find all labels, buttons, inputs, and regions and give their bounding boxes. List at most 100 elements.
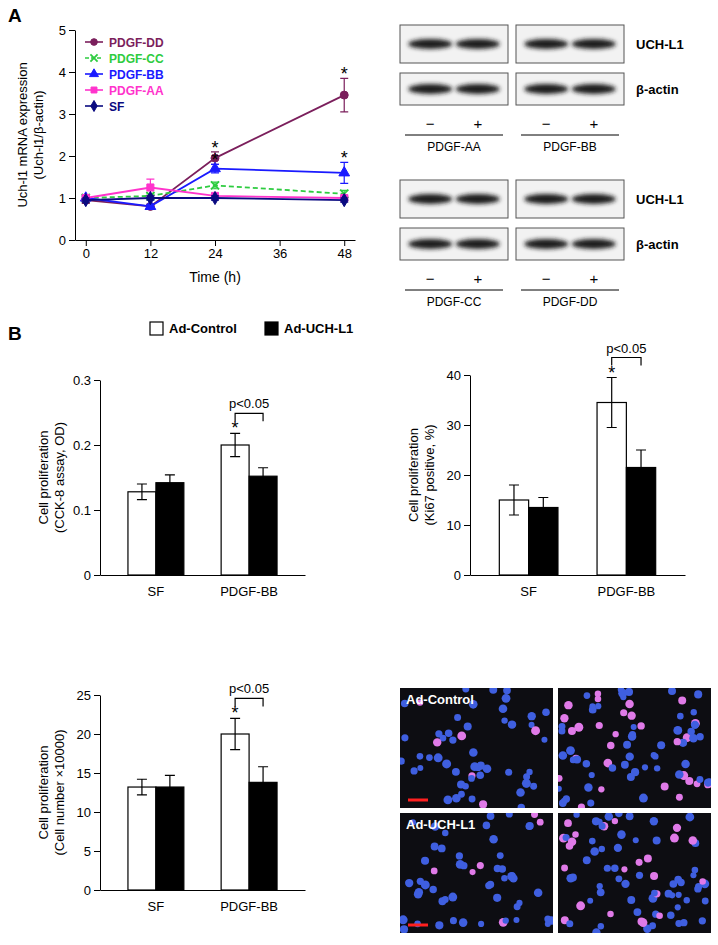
- nucleus: [456, 860, 465, 869]
- blot-band: [456, 84, 500, 94]
- error-bar: [538, 498, 548, 518]
- x-axis: 012243648: [76, 240, 356, 261]
- blot-frame: [400, 180, 508, 218]
- nucleus: [627, 896, 635, 904]
- row-label: β-actin: [636, 237, 679, 252]
- nucleus: [499, 704, 508, 713]
- nucleus: [589, 838, 596, 845]
- nucleus: [526, 769, 532, 775]
- blot-frame: [516, 180, 624, 218]
- nucleus: [489, 688, 497, 694]
- nucleus: [438, 897, 446, 905]
- x-axis: SFPDGF-BB: [471, 576, 686, 600]
- nucleus: [433, 738, 441, 746]
- nucleus: [627, 773, 635, 781]
- legend-entry: PDGF-AA: [85, 84, 164, 98]
- tick-mark: [464, 425, 470, 426]
- group-underline: [405, 135, 503, 136]
- error-bar: [258, 767, 268, 798]
- nucleus: [478, 921, 484, 927]
- nucleus: [685, 777, 693, 785]
- blot-frame: [516, 228, 624, 260]
- plot-area: [499, 378, 655, 576]
- nucleus: [587, 898, 593, 904]
- blot-frame: [400, 73, 508, 105]
- micrograph: [400, 688, 553, 808]
- tick: PDGF-BB: [220, 584, 278, 599]
- tick-label: 24: [208, 246, 222, 261]
- legend-entry: PDGF-BB: [85, 68, 164, 82]
- tick: 20: [447, 468, 470, 483]
- blot-band: [524, 194, 568, 204]
- tick-label: SF: [148, 899, 165, 914]
- nucleus: [514, 903, 521, 910]
- nucleus: [625, 688, 633, 696]
- nucleus: [526, 822, 534, 830]
- lane-label: −: [426, 115, 435, 132]
- tick-mark: [94, 773, 100, 774]
- series-line: [86, 95, 344, 206]
- scale-bar: [408, 924, 428, 927]
- nucleus: [668, 688, 676, 695]
- tick-label: 0.2: [73, 438, 91, 453]
- blot-band: [408, 239, 452, 249]
- tick-mark: [94, 812, 100, 813]
- nucleus: [507, 872, 516, 881]
- nucleus: [670, 834, 679, 843]
- nucleus: [470, 762, 479, 771]
- x-axis: SFPDGF-BB: [101, 576, 306, 600]
- nucleus: [694, 690, 702, 698]
- nucleus: [609, 764, 616, 771]
- nucleus: [426, 754, 433, 761]
- nucleus: [516, 788, 525, 797]
- plot-area: [128, 718, 277, 890]
- tick-label: 10: [77, 805, 91, 820]
- axis-line: [100, 696, 101, 891]
- nucleus: [487, 881, 494, 888]
- nucleus: [564, 819, 572, 827]
- nucleus: [572, 831, 579, 838]
- tick: 4: [59, 65, 75, 80]
- nucleus: [518, 804, 525, 808]
- nucleus: [449, 736, 456, 743]
- nucleus: [595, 696, 602, 703]
- nucleus: [620, 709, 627, 716]
- tick-mark: [69, 198, 75, 199]
- nucleus: [530, 783, 537, 790]
- axis-line: [75, 31, 76, 241]
- blot-frame: [516, 25, 624, 63]
- nucleus: [503, 688, 511, 694]
- nucleus: [559, 723, 566, 730]
- marker: [340, 91, 348, 99]
- nucleus: [607, 742, 614, 749]
- nucleus: [626, 813, 634, 820]
- nucleus: [568, 838, 577, 847]
- nucleus: [497, 852, 504, 859]
- legend-swatch: [265, 322, 278, 335]
- figure: AB012345012243648Time (h)Uch-l1 mRNA exp…: [0, 0, 718, 945]
- tick-label: 30: [447, 418, 461, 433]
- micrograph: [558, 688, 711, 808]
- nucleus: [583, 856, 591, 864]
- nucleus: [566, 874, 575, 883]
- nucleus: [675, 770, 683, 778]
- nucleus: [674, 876, 682, 884]
- nucleus: [587, 800, 594, 807]
- tick-mark: [94, 851, 100, 852]
- nucleus: [401, 734, 408, 741]
- nucleus: [560, 714, 568, 722]
- tick-label: 0: [59, 233, 66, 248]
- nucleus: [636, 872, 643, 879]
- lane-label: −: [542, 270, 551, 287]
- tick-mark: [464, 375, 470, 376]
- tick-label: 15: [77, 766, 91, 781]
- nucleus: [628, 712, 636, 720]
- row-label: UCH-L1: [636, 37, 684, 52]
- nucleus: [620, 694, 626, 700]
- nucleus: [680, 919, 687, 926]
- nucleus: [438, 845, 446, 853]
- nucleus: [452, 768, 460, 776]
- nucleus: [421, 857, 429, 865]
- blot-band: [408, 194, 452, 204]
- axis-line: [471, 575, 686, 576]
